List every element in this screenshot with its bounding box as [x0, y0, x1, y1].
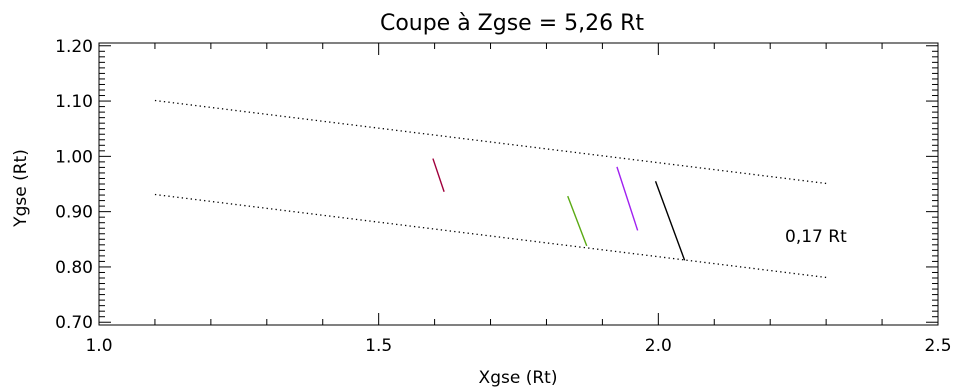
x-tick-label: 1.5: [365, 336, 392, 356]
segment-1: [432, 158, 445, 192]
x-axis-label: Xgse (Rt): [479, 368, 558, 387]
plot-frame: [98, 42, 939, 326]
x-tick-label: 2.5: [924, 336, 951, 356]
x-tick-label: 1.0: [85, 336, 112, 356]
y-tick-label: 0.70: [55, 313, 93, 333]
x-tick-label: 2.0: [645, 336, 672, 356]
y-axis-ticks: 0.70 0.80 0.90 1.00 1.10 1.20: [55, 37, 938, 333]
segment-3: [616, 166, 639, 231]
y-tick-label: 0.80: [55, 258, 93, 278]
boundary-line-1: [154, 99, 827, 185]
scale-annotation: 0,17 Rt: [785, 227, 847, 247]
boundary-line-2: [154, 193, 827, 279]
segment-4: [654, 180, 686, 261]
segment-2: [567, 195, 588, 247]
y-axis-label: Ygse (Rt): [11, 149, 31, 228]
boundary-lines: [154, 99, 827, 279]
data-segments: [432, 158, 686, 261]
y-tick-label: 1.10: [55, 92, 93, 112]
y-tick-label: 0.90: [55, 203, 93, 223]
y-tick-label: 1.20: [55, 37, 93, 57]
x-axis-ticks: 1.0 1.5 2.0 2.5: [85, 43, 952, 356]
y-tick-label: 1.00: [55, 147, 93, 167]
chart-title: Coupe à Zgse = 5,26 Rt: [380, 11, 644, 36]
